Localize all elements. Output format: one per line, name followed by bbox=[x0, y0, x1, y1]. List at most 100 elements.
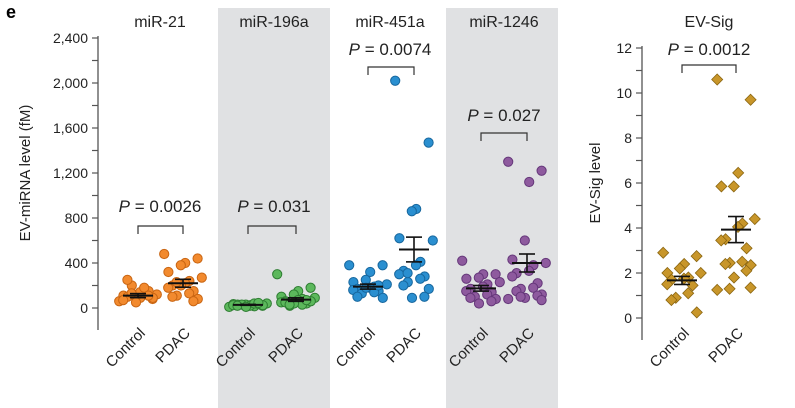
x-tick-label: PDAC bbox=[383, 325, 425, 367]
data-point bbox=[130, 297, 142, 308]
y-tick-label: 6 bbox=[624, 175, 632, 191]
y-tick-label: 1,600 bbox=[53, 120, 88, 136]
data-point bbox=[473, 272, 484, 283]
data-point bbox=[352, 291, 363, 302]
data-point bbox=[503, 156, 514, 167]
p-symbol: P bbox=[237, 197, 249, 216]
data-point bbox=[673, 262, 686, 275]
data-point bbox=[528, 282, 539, 293]
data-point bbox=[381, 279, 392, 290]
data-point bbox=[715, 180, 728, 193]
data-point bbox=[686, 279, 699, 292]
p-value-label: P = 0.027 bbox=[467, 106, 540, 125]
data-point bbox=[665, 293, 678, 307]
data-point bbox=[184, 288, 195, 299]
p-value-text: = 0.031 bbox=[249, 197, 311, 216]
p-value-text: = 0.0026 bbox=[130, 197, 201, 216]
y-tick-label: 0 bbox=[624, 310, 632, 326]
y-tick-label: 2,400 bbox=[53, 30, 88, 46]
shaded-panel-background bbox=[218, 8, 330, 408]
data-point bbox=[711, 73, 724, 86]
panel-title: miR-451a bbox=[355, 14, 424, 31]
data-point bbox=[390, 75, 401, 86]
data-point bbox=[661, 278, 674, 291]
data-point bbox=[461, 273, 472, 284]
data-point bbox=[727, 180, 740, 193]
data-point bbox=[419, 291, 430, 302]
data-point bbox=[690, 250, 703, 263]
p-value-label: P = 0.031 bbox=[237, 197, 310, 216]
y-tick-label: 400 bbox=[65, 255, 89, 271]
data-point bbox=[394, 269, 405, 280]
p-symbol: P bbox=[119, 197, 131, 216]
data-point bbox=[427, 235, 438, 246]
data-point bbox=[723, 282, 736, 295]
y-tick-label: 8 bbox=[624, 130, 632, 146]
p-symbol: P bbox=[668, 40, 680, 59]
data-point bbox=[159, 248, 170, 260]
y-tick-label: 2,000 bbox=[53, 75, 88, 91]
data-point bbox=[657, 246, 670, 259]
p-value-text: = 0.0074 bbox=[360, 40, 431, 59]
panel-title: miR-21 bbox=[134, 14, 186, 31]
data-point bbox=[519, 235, 530, 246]
p-value-label: P = 0.0026 bbox=[119, 197, 202, 216]
data-point bbox=[394, 233, 405, 244]
p-value-label: P = 0.0012 bbox=[668, 40, 751, 59]
shaded-panel-background bbox=[446, 8, 558, 408]
data-point bbox=[682, 287, 695, 300]
data-point bbox=[719, 257, 732, 271]
p-symbol: P bbox=[349, 40, 361, 59]
x-tick-label: PDAC bbox=[152, 325, 194, 367]
data-point bbox=[196, 272, 207, 283]
panel-label: e bbox=[6, 2, 16, 22]
data-point bbox=[523, 265, 535, 276]
panel-title: EV-Sig bbox=[685, 14, 734, 31]
panel-title: miR-1246 bbox=[469, 14, 538, 31]
data-point bbox=[515, 291, 526, 302]
data-point bbox=[406, 206, 417, 217]
data-point bbox=[410, 260, 422, 271]
data-point bbox=[188, 296, 199, 307]
y-tick-label: 4 bbox=[624, 220, 632, 236]
panel-title: miR-196a bbox=[239, 14, 308, 31]
data-point bbox=[507, 254, 518, 265]
data-point bbox=[122, 274, 133, 285]
data-point bbox=[540, 257, 551, 269]
y-tick-label: 800 bbox=[65, 210, 89, 226]
data-point bbox=[344, 260, 355, 271]
data-point bbox=[377, 292, 388, 303]
y-tick-label: 0 bbox=[80, 300, 88, 316]
data-point bbox=[377, 260, 388, 271]
x-tick-label: Control bbox=[103, 325, 149, 371]
x-tick-label: Control bbox=[333, 325, 379, 371]
data-point bbox=[694, 266, 707, 280]
data-point bbox=[423, 283, 434, 294]
data-point bbox=[507, 271, 518, 282]
data-point bbox=[732, 166, 745, 179]
p-value-text: = 0.0012 bbox=[679, 40, 750, 59]
data-point bbox=[473, 298, 485, 309]
significance-bracket bbox=[367, 66, 415, 75]
data-point bbox=[406, 292, 418, 303]
p-symbol: P bbox=[467, 106, 479, 125]
data-point bbox=[167, 291, 178, 302]
data-point bbox=[305, 282, 316, 293]
data-point bbox=[503, 293, 514, 305]
data-point bbox=[175, 260, 186, 271]
data-point bbox=[740, 242, 753, 255]
data-point bbox=[373, 280, 384, 291]
data-point bbox=[465, 292, 476, 303]
data-point bbox=[524, 176, 535, 188]
y-tick-label: 2 bbox=[624, 265, 632, 281]
data-point bbox=[715, 234, 728, 247]
data-point bbox=[690, 306, 703, 319]
data-point bbox=[457, 255, 468, 266]
data-point bbox=[740, 264, 753, 277]
data-point bbox=[486, 296, 497, 307]
significance-bracket bbox=[480, 132, 528, 141]
x-tick-label: Control bbox=[647, 325, 693, 371]
y-tick-label: 12 bbox=[616, 40, 632, 56]
y-tick-label: 10 bbox=[616, 85, 632, 101]
p-value-text: = 0.027 bbox=[479, 106, 541, 125]
